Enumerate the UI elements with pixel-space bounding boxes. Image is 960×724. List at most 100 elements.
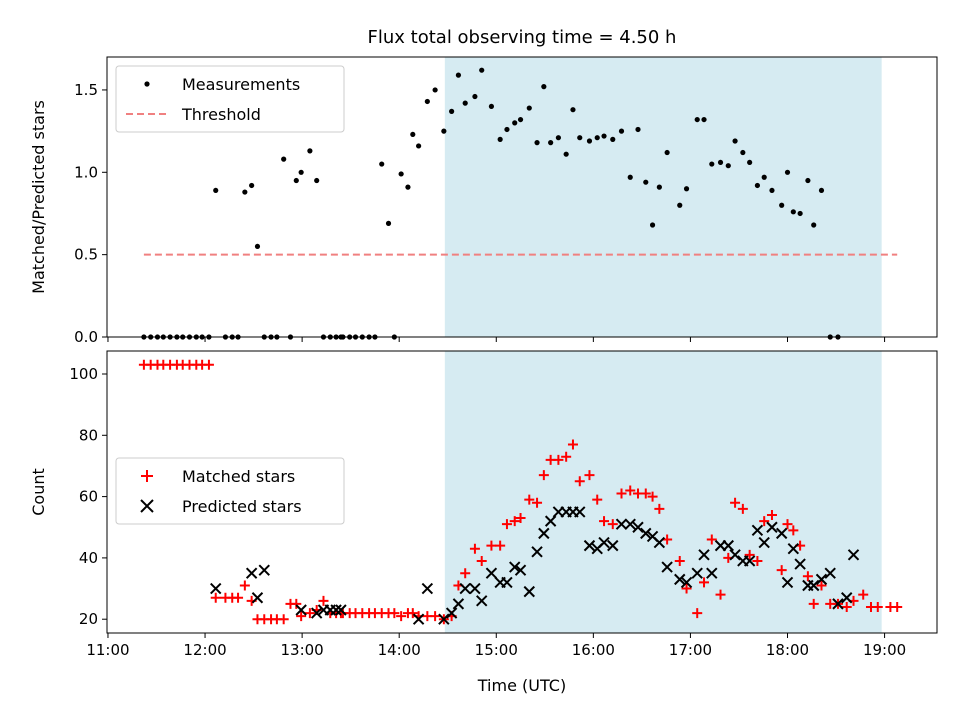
data-point (776, 565, 787, 576)
data-point (664, 149, 670, 156)
data-point (385, 220, 392, 226)
data-point (254, 243, 261, 250)
data-point (495, 540, 506, 551)
y-tick-label: 40 (79, 549, 98, 567)
data-point (245, 567, 258, 579)
data-point (691, 567, 703, 579)
data-point (758, 536, 770, 549)
data-point (701, 116, 707, 123)
data-point (681, 583, 692, 594)
data-point (816, 580, 827, 591)
series-predicted-stars (210, 506, 860, 625)
data-point (389, 608, 400, 619)
data-point (802, 571, 813, 582)
legend-label: Matched stars (182, 467, 295, 486)
data-point (787, 542, 800, 555)
data-point (574, 476, 585, 487)
data-point (514, 564, 527, 576)
data-point (683, 186, 690, 192)
y-tick-label: 1.0 (74, 163, 98, 181)
data-point (298, 169, 304, 175)
legend: Matched stars Predicted stars (115, 457, 345, 525)
data-point (805, 177, 811, 184)
data-point (459, 582, 471, 595)
data-point (599, 516, 610, 527)
data-point (618, 128, 625, 134)
data-point (497, 136, 503, 142)
x-tick-label: 19:00 (863, 641, 906, 659)
plot-frame (106, 350, 938, 634)
data-point (743, 555, 756, 567)
data-point (649, 222, 656, 228)
data-point (583, 539, 596, 552)
data-point (509, 516, 520, 527)
data-point (398, 171, 404, 177)
data-point (601, 133, 607, 139)
data-point (548, 140, 554, 146)
x-tick-label: 11:00 (86, 641, 129, 659)
data-point (607, 519, 618, 530)
data-point (832, 598, 844, 610)
data-point (706, 567, 718, 579)
data-point (249, 182, 255, 189)
data-point (412, 613, 425, 625)
data-point (485, 567, 498, 579)
data-point (647, 491, 658, 502)
data-point (538, 470, 549, 481)
data-point (610, 136, 616, 142)
data-point (432, 87, 438, 93)
data-point (304, 608, 315, 619)
data-point (759, 516, 770, 527)
data-point (553, 454, 564, 465)
data-point (794, 558, 806, 570)
data-point (574, 506, 586, 518)
data-point (677, 202, 683, 208)
data-point (858, 589, 869, 600)
data-point (815, 573, 828, 586)
data-point (476, 595, 488, 607)
data-point (615, 518, 628, 530)
data-point (501, 519, 512, 530)
data-point (295, 604, 307, 616)
x-tick-label: 16:00 (572, 641, 615, 659)
data-point (523, 585, 535, 598)
data-point (462, 100, 468, 106)
data-point (455, 72, 462, 78)
data-point (563, 151, 569, 157)
y-tick-label: 0.0 (74, 328, 98, 346)
data-point (635, 126, 641, 133)
data-point (213, 187, 219, 194)
data-point (379, 161, 385, 167)
data-point (841, 592, 853, 604)
data-point (616, 488, 627, 499)
data-point (534, 140, 540, 146)
data-point (479, 67, 485, 73)
data-point (314, 177, 320, 184)
data-point (577, 135, 583, 141)
data-point (460, 568, 471, 579)
legend-marker (140, 499, 154, 513)
x-tick-label: 18:00 (766, 641, 809, 659)
data-point (661, 561, 673, 573)
data-point (291, 598, 302, 609)
data-point (281, 156, 287, 162)
data-point (307, 148, 313, 154)
data-point (640, 527, 652, 540)
data-point (674, 555, 685, 566)
data-point (698, 549, 710, 561)
data-point (625, 485, 636, 496)
data-point (769, 187, 775, 194)
data-point (405, 184, 411, 190)
data-point (692, 608, 703, 619)
y-tick-label: 80 (79, 426, 98, 444)
plot-frame (106, 56, 938, 338)
data-point (469, 543, 480, 554)
data-point (203, 359, 214, 370)
data-point (293, 177, 299, 184)
data-point (512, 120, 518, 126)
data-point (754, 182, 761, 189)
data-point (766, 521, 778, 533)
data-point (725, 163, 731, 169)
legend-box (115, 457, 345, 525)
